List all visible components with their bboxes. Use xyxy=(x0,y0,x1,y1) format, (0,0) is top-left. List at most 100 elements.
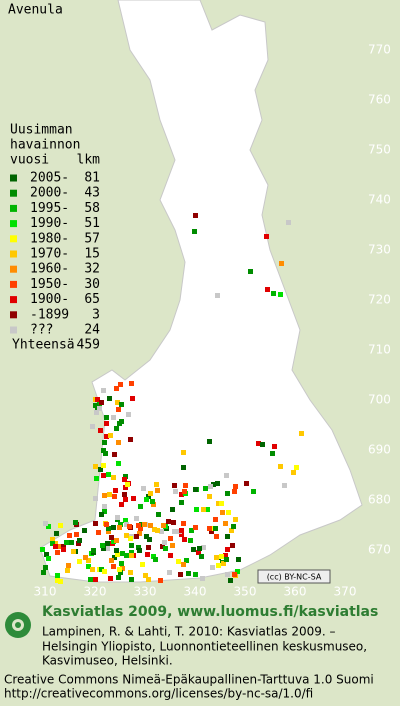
brand[interactable]: Kasviatlas 2009, www.luomus.fi/kasviatla… xyxy=(42,604,378,620)
observation-square xyxy=(128,570,133,575)
observation-square xyxy=(101,546,106,551)
grid-label-east: 320 xyxy=(84,585,107,599)
observation-square xyxy=(112,555,117,560)
observation-square xyxy=(179,492,184,497)
observation-square xyxy=(111,564,116,569)
observation-square xyxy=(172,483,177,488)
observation-square xyxy=(193,487,198,492)
grid-label-east: 340 xyxy=(184,585,207,599)
observation-square xyxy=(120,551,125,556)
observation-square xyxy=(191,547,196,552)
observation-square xyxy=(102,569,107,574)
grid-label-north: 710 xyxy=(368,343,391,357)
observation-square xyxy=(233,517,238,522)
observation-square xyxy=(90,424,95,429)
observation-square xyxy=(214,534,219,539)
legend-swatch xyxy=(10,326,17,334)
observation-square xyxy=(230,543,235,548)
observation-square xyxy=(151,502,156,507)
legend-count: 58 xyxy=(84,201,100,216)
observation-square xyxy=(104,415,109,420)
observation-square xyxy=(131,496,136,501)
observation-square xyxy=(225,534,230,539)
observation-square xyxy=(138,526,143,531)
observation-square xyxy=(251,489,256,494)
observation-square xyxy=(55,550,60,555)
observation-square xyxy=(223,553,228,558)
observation-square xyxy=(181,562,186,567)
legend-count: 24 xyxy=(84,323,100,338)
observation-square xyxy=(50,537,55,542)
observation-square xyxy=(103,451,108,456)
observation-square xyxy=(201,507,206,512)
observation-square xyxy=(106,526,111,531)
citation-line: Kasvimuseo, Helsinki. xyxy=(42,654,173,668)
observation-square xyxy=(90,567,95,572)
observation-square xyxy=(122,492,127,497)
observation-square xyxy=(228,578,233,583)
grid-label-north: 700 xyxy=(368,393,391,407)
observation-square xyxy=(126,412,131,417)
observation-square xyxy=(182,537,187,542)
observation-square xyxy=(209,529,214,534)
observation-square xyxy=(124,553,129,558)
legend-count: 43 xyxy=(84,186,100,201)
observation-square xyxy=(148,491,153,496)
observation-square xyxy=(161,523,166,528)
observation-square xyxy=(123,485,128,490)
observation-square xyxy=(145,552,150,557)
observation-square xyxy=(118,570,123,575)
observation-square xyxy=(127,524,132,529)
observation-square xyxy=(122,477,127,482)
observation-square xyxy=(116,407,121,412)
grid-label-north: 760 xyxy=(368,93,391,107)
observation-square xyxy=(129,381,134,386)
observation-square xyxy=(158,578,163,583)
legend-count: 30 xyxy=(84,277,100,292)
observation-square xyxy=(111,415,116,420)
observation-square xyxy=(179,528,184,533)
observation-square xyxy=(124,522,129,527)
observation-square xyxy=(166,519,171,524)
observation-square xyxy=(101,463,106,468)
observation-square xyxy=(215,481,220,486)
observation-square xyxy=(44,552,49,557)
observation-square xyxy=(43,565,48,570)
observation-square xyxy=(115,552,120,557)
observation-square xyxy=(128,437,133,442)
legend-count: 51 xyxy=(84,216,100,231)
observation-square xyxy=(294,465,299,470)
observation-square xyxy=(102,504,107,509)
observation-square xyxy=(193,572,198,577)
observation-square xyxy=(264,234,269,239)
observation-square xyxy=(216,501,221,506)
grid-label-east: 360 xyxy=(284,585,307,599)
observation-square xyxy=(104,421,109,426)
observation-square xyxy=(176,559,181,564)
observation-square xyxy=(114,426,119,431)
observation-square xyxy=(61,544,66,549)
observation-square xyxy=(186,571,191,576)
observation-square xyxy=(98,428,103,433)
observation-square xyxy=(118,382,123,387)
grid-label-east: 310 xyxy=(34,585,57,599)
observation-square xyxy=(71,549,76,554)
observation-square xyxy=(93,496,98,501)
observation-square xyxy=(86,564,91,569)
observation-square xyxy=(153,557,158,562)
observation-square xyxy=(58,523,63,528)
legend-count-heading: lkm xyxy=(77,153,101,168)
observation-square xyxy=(93,521,98,526)
observation-square xyxy=(134,516,139,521)
legend-swatch xyxy=(10,280,17,288)
observation-square xyxy=(99,400,104,405)
legend-label: 1980- xyxy=(30,231,69,246)
observation-square xyxy=(220,510,225,515)
license-url[interactable]: http://creativecommons.org/licenses/by-n… xyxy=(4,687,313,701)
legend-count: 65 xyxy=(84,292,100,307)
legend-count: 3 xyxy=(92,307,100,322)
legend-total-label: Yhteensä xyxy=(12,338,75,353)
observation-square xyxy=(207,439,212,444)
observation-square xyxy=(113,488,118,493)
observation-square xyxy=(179,500,184,505)
